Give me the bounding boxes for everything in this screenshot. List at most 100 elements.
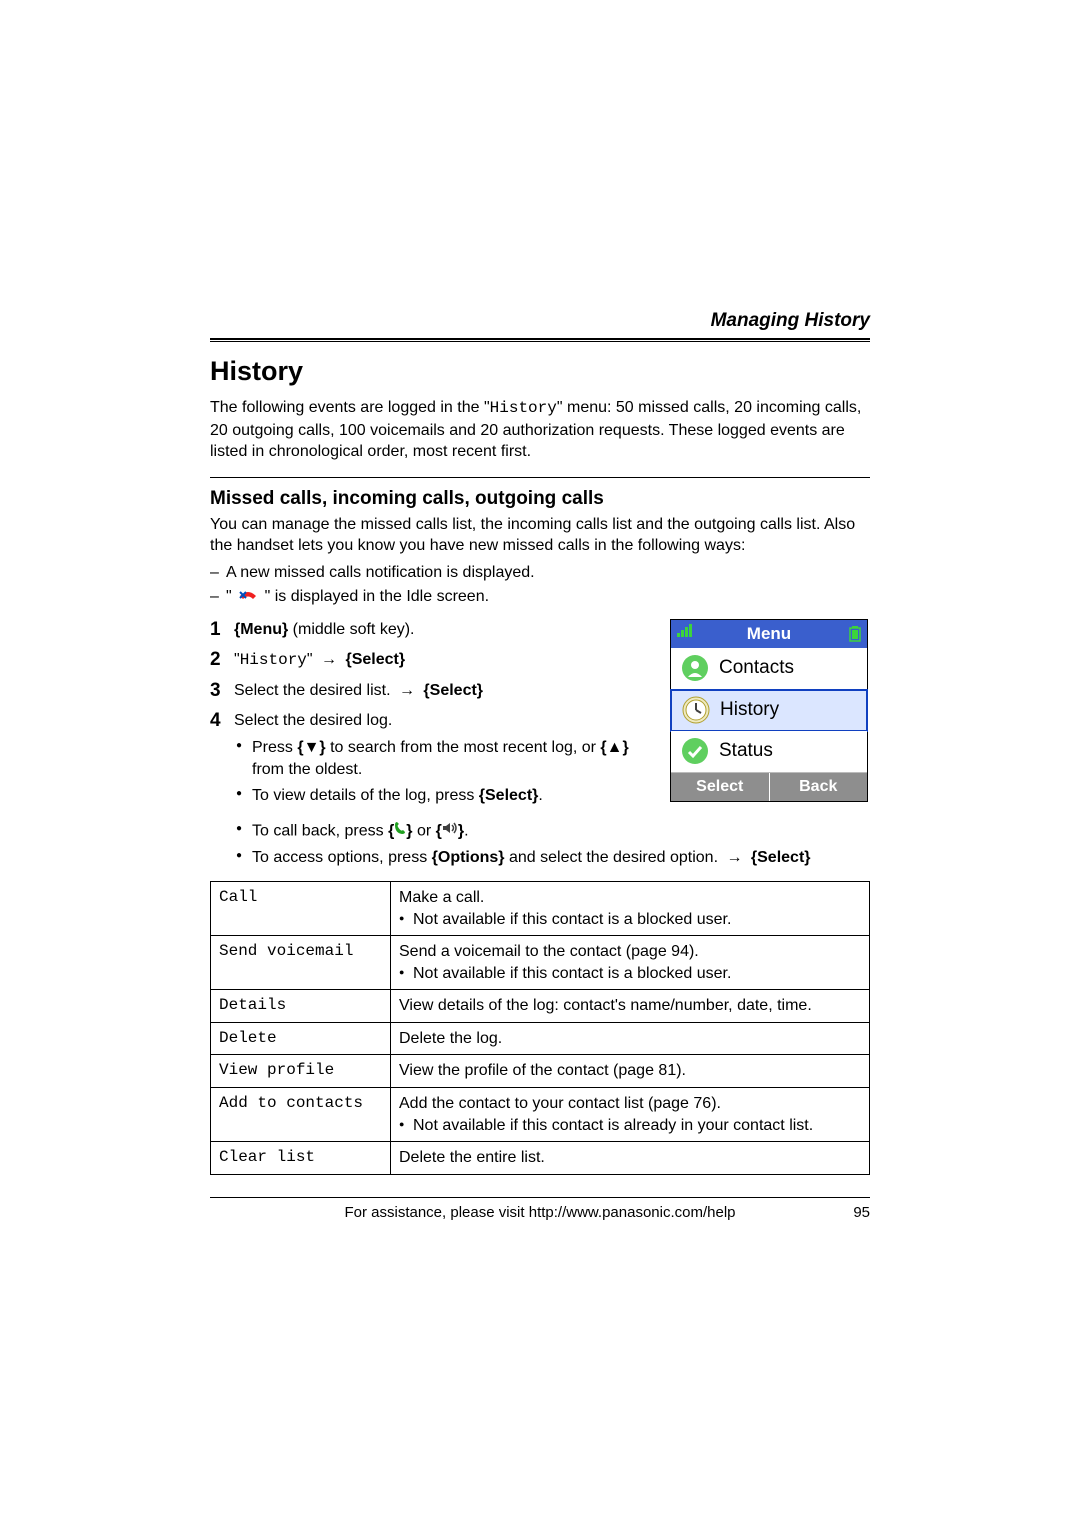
history-icon bbox=[682, 696, 710, 724]
opt-desc-line: Send a voicemail to the contact (page 94… bbox=[399, 941, 861, 963]
opt-desc-bullet: Not available if this contact is a block… bbox=[399, 909, 861, 931]
table-row: Call Make a call. Not available if this … bbox=[211, 881, 870, 935]
footer-assist: For assistance, please visit http://www.… bbox=[250, 1204, 830, 1221]
intro-pre: The following events are logged in the " bbox=[210, 399, 490, 416]
b4a: To access options, press bbox=[252, 849, 432, 866]
table-row: Delete Delete the log. bbox=[211, 1022, 870, 1055]
opt-desc-bullet: Not available if this contact is already… bbox=[399, 1115, 861, 1137]
menu-item-history[interactable]: History bbox=[670, 689, 868, 732]
opt-name: Details bbox=[211, 990, 391, 1023]
table-row: Add to contacts Add the contact to your … bbox=[211, 1088, 870, 1142]
opt-desc: Send a voicemail to the contact (page 94… bbox=[391, 936, 870, 990]
table-row: Send voicemail Send a voicemail to the c… bbox=[211, 936, 870, 990]
table-row: View profile View the profile of the con… bbox=[211, 1055, 870, 1088]
select-key: {Select} bbox=[751, 849, 811, 866]
options-table: Call Make a call. Not available if this … bbox=[210, 881, 870, 1175]
b3b: or bbox=[413, 822, 436, 839]
phone-screenshot-column: Menu bbox=[670, 619, 870, 816]
opt-desc: Make a call. Not available if this conta… bbox=[391, 881, 870, 935]
b1a: Press bbox=[252, 739, 297, 756]
step-1: {Menu} (middle soft key). bbox=[210, 619, 650, 641]
dash-item-1: A new missed calls notification is displ… bbox=[226, 561, 535, 585]
intro-menu-name: History bbox=[490, 399, 557, 417]
section-header: Managing History bbox=[210, 310, 870, 332]
softkey-select[interactable]: Select bbox=[671, 773, 770, 801]
step-2: "History" → {Select} bbox=[210, 649, 650, 671]
b2b: . bbox=[538, 787, 542, 804]
opt-name: Add to contacts bbox=[211, 1088, 391, 1142]
dash-item-2: " " is displayed in the Idle screen. bbox=[226, 585, 489, 609]
opt-name: Clear list bbox=[211, 1142, 391, 1175]
opt-desc: Delete the entire list. bbox=[391, 1142, 870, 1175]
options-key: {Options} bbox=[432, 849, 505, 866]
step-3: Select the desired list. → {Select} bbox=[210, 680, 650, 702]
arrow-icon: → bbox=[722, 849, 746, 866]
manual-page: Managing History History The following e… bbox=[210, 310, 870, 1221]
step3-text: Select the desired list. bbox=[234, 682, 395, 699]
double-rule bbox=[210, 338, 870, 342]
missed-call-icon bbox=[238, 589, 258, 605]
speakerphone-icon bbox=[442, 820, 458, 842]
menu-item-status[interactable]: Status bbox=[671, 731, 867, 773]
page-title: History bbox=[210, 356, 870, 387]
menu-item-label: Status bbox=[719, 740, 773, 762]
select-key: {Select} bbox=[479, 787, 539, 804]
b1b: to search from the most recent log, or bbox=[326, 739, 601, 756]
sub-intro: You can manage the missed calls list, th… bbox=[210, 514, 870, 557]
b3a: To call back, press bbox=[252, 822, 388, 839]
opt-desc: View the profile of the contact (page 81… bbox=[391, 1055, 870, 1088]
page-footer: For assistance, please visit http://www.… bbox=[210, 1204, 870, 1221]
phone-title: Menu bbox=[747, 624, 791, 644]
table-row: Clear list Delete the entire list. bbox=[211, 1142, 870, 1175]
speaker-key: {} bbox=[436, 820, 464, 843]
up-key: {▲} bbox=[600, 737, 628, 759]
step4-text: Select the desired log. bbox=[234, 712, 392, 729]
phone-titlebar: Menu bbox=[671, 620, 867, 648]
opt-desc: Delete the log. bbox=[391, 1022, 870, 1055]
step2-history: History bbox=[240, 651, 307, 669]
handset-green-icon bbox=[394, 820, 406, 842]
talk-key: {} bbox=[388, 820, 412, 843]
b4b: and select the desired option. bbox=[505, 849, 723, 866]
down-key: {▼} bbox=[297, 737, 325, 759]
softkey-back[interactable]: Back bbox=[770, 773, 868, 801]
step4-bullet-3: To call back, press {} or {}. bbox=[234, 820, 870, 843]
opt-desc: View details of the log: contact's name/… bbox=[391, 990, 870, 1023]
opt-desc-line: Add the contact to your contact list (pa… bbox=[399, 1093, 861, 1115]
arrow-icon: → bbox=[395, 682, 419, 699]
opt-name: Send voicemail bbox=[211, 936, 391, 990]
opt-name: View profile bbox=[211, 1055, 391, 1088]
steps-column: {Menu} (middle soft key). "History" → {S… bbox=[210, 619, 670, 816]
menu-item-label: Contacts bbox=[719, 657, 794, 679]
signal-icon bbox=[677, 623, 693, 644]
step4-bullet-1: Press {▼} to search from the most recent… bbox=[234, 737, 650, 782]
select-key: {Select} bbox=[345, 651, 405, 668]
page-number: 95 bbox=[830, 1204, 870, 1221]
step-4: Select the desired log. Press {▼} to sea… bbox=[210, 710, 650, 808]
phone-screen: Menu bbox=[670, 619, 868, 802]
arrow-icon: → bbox=[317, 651, 341, 668]
step1-text: (middle soft key). bbox=[288, 621, 414, 638]
dash-list: –A new missed calls notification is disp… bbox=[210, 561, 870, 609]
menu-item-contacts[interactable]: Contacts bbox=[671, 648, 867, 690]
status-icon bbox=[681, 737, 709, 765]
opt-name: Delete bbox=[211, 1022, 391, 1055]
dash2-pre: " bbox=[226, 588, 236, 605]
step4-bullet-4: To access options, press {Options} and s… bbox=[234, 847, 870, 869]
opt-desc-line: Make a call. bbox=[399, 887, 861, 909]
menu-item-label: History bbox=[720, 699, 779, 721]
opt-desc: Add the contact to your contact list (pa… bbox=[391, 1088, 870, 1142]
contacts-icon bbox=[681, 654, 709, 682]
footer-rule bbox=[210, 1197, 870, 1198]
table-row: Details View details of the log: contact… bbox=[211, 990, 870, 1023]
opt-desc-bullet: Not available if this contact is a block… bbox=[399, 963, 861, 985]
b2a: To view details of the log, press bbox=[252, 787, 479, 804]
step4-bullet-2: To view details of the log, press {Selec… bbox=[234, 785, 650, 807]
thin-rule bbox=[210, 477, 870, 478]
dash2-post: " is displayed in the Idle screen. bbox=[265, 588, 489, 605]
subsection-title: Missed calls, incoming calls, outgoing c… bbox=[210, 488, 870, 510]
menu-key: {Menu} bbox=[234, 621, 288, 638]
b3c: . bbox=[464, 822, 468, 839]
battery-icon bbox=[849, 626, 861, 647]
opt-name: Call bbox=[211, 881, 391, 935]
